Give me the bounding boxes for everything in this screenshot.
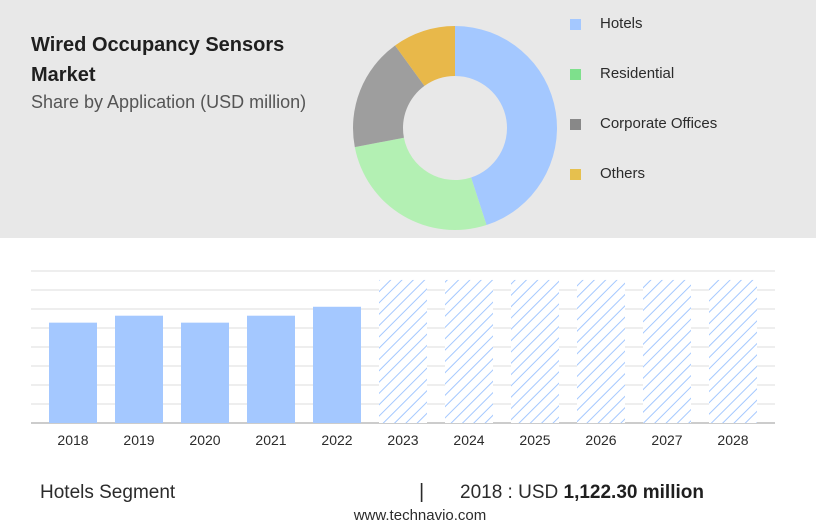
footer-separator: | xyxy=(419,481,425,503)
forecast-bar-2024 xyxy=(445,279,493,423)
x-tick-label-2026: 2026 xyxy=(585,432,616,448)
donut-chart xyxy=(353,26,557,230)
legend-swatch-residential xyxy=(570,69,581,80)
bar-2021 xyxy=(247,315,295,423)
bar-2018 xyxy=(49,322,97,423)
legend-label-others: Others xyxy=(600,165,646,182)
x-tick-label-2025: 2025 xyxy=(519,432,550,448)
segment-value-amount: 1,122.30 million xyxy=(563,482,704,503)
legend-label-hotels: Hotels xyxy=(600,15,643,32)
x-tick-label-2022: 2022 xyxy=(321,432,352,448)
legend-label-corporate-offices: Corporate Offices xyxy=(600,115,718,132)
source-link[interactable]: www.technavio.com xyxy=(353,507,487,524)
x-tick-label-2024: 2024 xyxy=(453,432,484,448)
x-tick-label-2028: 2028 xyxy=(717,432,748,448)
forecast-bar-2026 xyxy=(577,279,625,423)
donut-slice-corporate-offices xyxy=(353,45,425,148)
segment-value: 2018 : USD 1,122.30 million xyxy=(460,482,704,504)
donut-slice-others xyxy=(395,26,455,86)
bar-2020 xyxy=(181,322,229,423)
x-tick-label-2019: 2019 xyxy=(123,432,154,448)
x-tick-label-2027: 2027 xyxy=(651,432,682,448)
x-tick-label-2023: 2023 xyxy=(387,432,418,448)
segment-label: Hotels Segment xyxy=(40,482,176,503)
x-tick-label-2020: 2020 xyxy=(189,432,220,448)
bar-2022 xyxy=(313,306,361,423)
forecast-bar-2027 xyxy=(643,279,691,423)
forecast-bar-2023 xyxy=(379,279,427,423)
legend-swatch-hotels xyxy=(570,19,581,30)
bar-2019 xyxy=(115,315,163,423)
bar-chart: 2018 2019 2020 2021 2022 2023 2024 2025 2026 2027… xyxy=(31,270,775,448)
x-tick-label-2018: 2018 xyxy=(57,432,88,448)
donut-slice-hotels xyxy=(455,26,557,226)
forecast-bar-2025 xyxy=(511,279,559,423)
legend-swatch-others xyxy=(570,169,581,180)
forecast-bar-2028 xyxy=(709,279,757,423)
donut-slice-residential xyxy=(354,137,487,230)
x-tick-label-2021: 2021 xyxy=(255,432,286,448)
legend-label-residential: Residential xyxy=(600,65,675,82)
chart-subtitle: Share by Application (USD million) xyxy=(31,92,307,112)
chart-title: Wired Occupancy Sensors Market xyxy=(31,34,285,86)
segment-year-label: 2018 : USD xyxy=(460,482,559,503)
legend-swatch-corporate-offices xyxy=(570,119,581,130)
